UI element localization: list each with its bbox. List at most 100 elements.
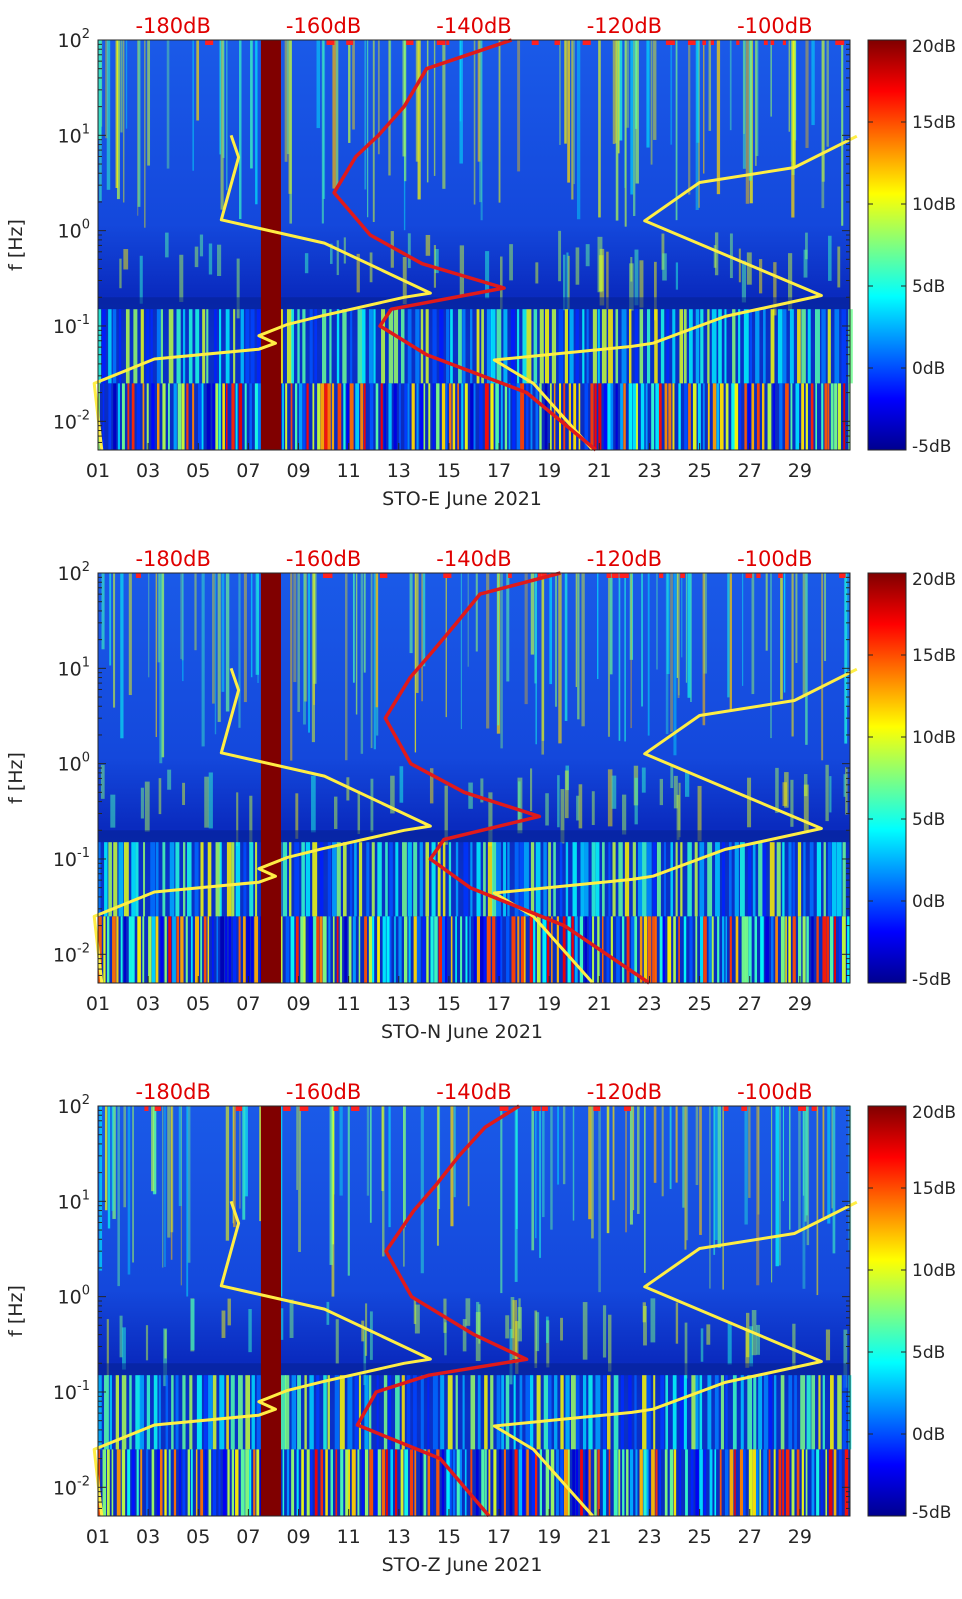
x-tick-label: 13 [387, 993, 411, 1015]
x-tick-label: 11 [337, 1526, 361, 1548]
x-tick-label: 19 [537, 460, 561, 482]
y-axis-title: f [Hz] [5, 219, 27, 271]
x-tick-label: 07 [236, 1526, 260, 1548]
panel-1: 102 101 100 10-1 10-2 01 03 05 07 09 11 13 15 17 19 21 2… [5, 14, 956, 510]
y-tick-label: 10-2 [53, 1474, 90, 1499]
x-tick-label: 17 [487, 460, 511, 482]
colorbar: 20dB 15dB 10dB 5dB 0dB -5dB [867, 37, 956, 457]
colorbar-tick-label: -5dB [912, 970, 951, 990]
y-tick-label: 101 [58, 122, 90, 147]
top-db-label: -140dB [436, 1080, 511, 1104]
colorbar-tick-label: 10dB [912, 1261, 956, 1281]
spectrogram-texture [98, 573, 850, 983]
x-tick-label: 29 [788, 460, 812, 482]
colorbar-tick-label: 15dB [912, 646, 956, 666]
x-tick-label: 01 [86, 1526, 110, 1548]
x-tick-label: 27 [738, 993, 762, 1015]
noise-model-curve-2 [492, 134, 858, 451]
colorbar-tick-label: -5dB [912, 437, 951, 457]
x-tick-label: 09 [286, 993, 310, 1015]
colorbar-tick-label: 0dB [912, 892, 945, 912]
x-tick-label: 19 [537, 993, 561, 1015]
y-tick-label: 100 [58, 218, 90, 243]
colorbar-tick-label: 0dB [912, 1425, 945, 1445]
x-tick-label: 07 [236, 993, 260, 1015]
median-psd-curve-3 [355, 1104, 529, 1518]
top-db-label: -100dB [737, 547, 812, 571]
x-tick-label: 25 [688, 993, 712, 1015]
y-tick-label: 101 [58, 655, 90, 680]
x-tick-label: 27 [738, 1526, 762, 1548]
y-axis-title: f [Hz] [5, 752, 27, 804]
x-tick-label: 21 [587, 993, 611, 1015]
noise-model-curve-1 [92, 667, 432, 984]
noise-model-curve-2 [492, 1200, 858, 1517]
x-tick-label: 09 [286, 1526, 310, 1548]
x-tick-label: 17 [487, 1526, 511, 1548]
y-axis-title: f [Hz] [5, 1285, 27, 1337]
colorbar-tick-label: -5dB [912, 1503, 951, 1523]
x-tick-label: 27 [738, 460, 762, 482]
x-tick-label: 09 [286, 460, 310, 482]
top-db-label: -140dB [436, 14, 511, 38]
x-tick-label: 05 [186, 993, 210, 1015]
x-tick-label: 03 [136, 993, 160, 1015]
top-db-label: -160dB [286, 14, 361, 38]
x-tick-label: 05 [186, 460, 210, 482]
x-axis-title: STO-E June 2021 [382, 488, 542, 510]
y-tick-label: 102 [58, 560, 90, 585]
x-tick-label: 03 [136, 1526, 160, 1548]
spectrogram-texture [98, 40, 853, 450]
x-tick-label: 25 [688, 1526, 712, 1548]
top-db-label: -180dB [135, 1080, 210, 1104]
y-tick-label: 10-2 [53, 408, 90, 433]
y-tick-label: 102 [58, 27, 90, 52]
x-axis-title: STO-N June 2021 [381, 1021, 543, 1043]
x-tick-label: 05 [186, 1526, 210, 1548]
x-tick-label: 23 [637, 1526, 661, 1548]
colorbar-tick-label: 0dB [912, 359, 945, 379]
top-db-label: -160dB [286, 1080, 361, 1104]
x-tick-label: 13 [387, 460, 411, 482]
x-axis-title: STO-Z June 2021 [382, 1554, 543, 1576]
noise-model-curve-2 [492, 667, 858, 984]
x-tick-label: 01 [86, 993, 110, 1015]
y-tick-label: 10-1 [53, 846, 90, 871]
x-tick-label: 21 [587, 1526, 611, 1548]
top-db-label: -160dB [286, 547, 361, 571]
x-tick-label: 13 [387, 1526, 411, 1548]
top-db-label: -120dB [587, 547, 662, 571]
colorbar-tick-label: 15dB [912, 1179, 956, 1199]
x-tick-label: 19 [537, 1526, 561, 1548]
spectrogram-texture [98, 1106, 852, 1516]
y-tick-label: 101 [58, 1188, 90, 1213]
noise-model-curve-1 [92, 134, 432, 451]
colorbar-tick-label: 20dB [912, 1103, 956, 1123]
x-tick-label: 15 [437, 460, 461, 482]
y-tick-label: 10-1 [53, 313, 90, 338]
top-db-label: -180dB [135, 547, 210, 571]
x-tick-label: 23 [637, 993, 661, 1015]
x-tick-label: 23 [637, 460, 661, 482]
colorbar-tick-label: 5dB [912, 277, 945, 297]
colorbar-tick-label: 20dB [912, 37, 956, 57]
median-psd-curve-3 [383, 571, 651, 985]
x-tick-label: 17 [487, 993, 511, 1015]
top-db-label: -140dB [436, 547, 511, 571]
y-tick-label: 10-2 [53, 941, 90, 966]
top-db-label: -180dB [135, 14, 210, 38]
colorbar-tick-label: 5dB [912, 810, 945, 830]
top-db-label: -100dB [737, 14, 812, 38]
colorbar: 20dB 15dB 10dB 5dB 0dB -5dB [867, 1103, 956, 1523]
colorbar-tick-label: 20dB [912, 570, 956, 590]
data-gap-band [260, 1106, 281, 1516]
x-tick-label: 03 [136, 460, 160, 482]
x-tick-label: 29 [788, 993, 812, 1015]
x-tick-label: 11 [337, 460, 361, 482]
colorbar-tick-label: 10dB [912, 195, 956, 215]
panel-3: 102 101 100 10-1 10-2 01 03 05 07 09 11 13 15 17 19 21 2… [5, 1080, 956, 1576]
x-tick-label: 01 [86, 460, 110, 482]
x-tick-label: 15 [437, 1526, 461, 1548]
y-tick-label: 10-1 [53, 1379, 90, 1404]
